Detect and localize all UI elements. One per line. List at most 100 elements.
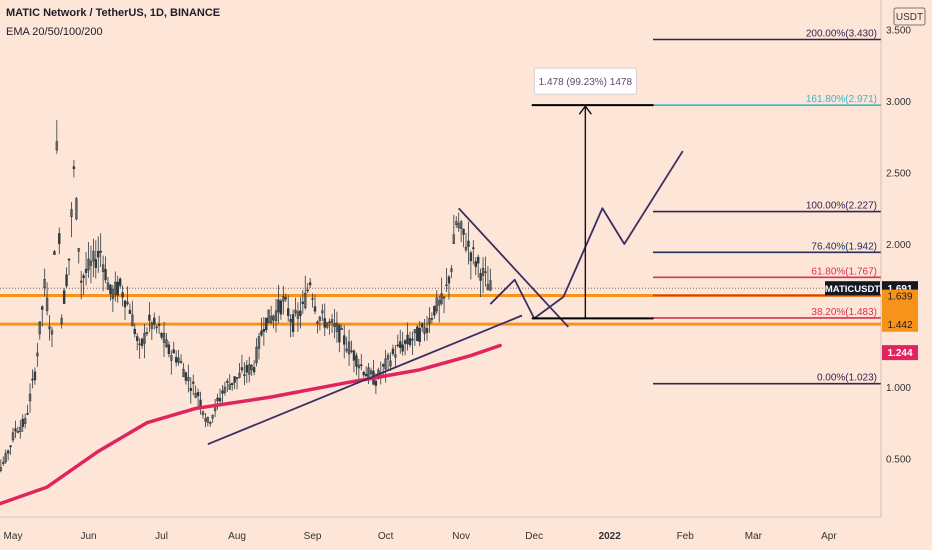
- candle: [433, 305, 436, 319]
- candle-body: [335, 322, 339, 332]
- candle: [0, 459, 3, 473]
- candle-body: [136, 336, 139, 341]
- candle: [138, 338, 141, 359]
- candle: [360, 353, 363, 371]
- candle: [260, 317, 263, 337]
- candle-body: [145, 332, 149, 335]
- candle-body: [243, 374, 246, 377]
- candle: [201, 410, 205, 419]
- candle: [399, 329, 402, 354]
- candle-body: [450, 268, 453, 272]
- candle: [189, 377, 192, 404]
- candle: [148, 302, 151, 333]
- candle: [469, 250, 473, 280]
- candle-body: [82, 275, 85, 279]
- candle-body: [121, 292, 124, 298]
- candle: [462, 228, 465, 248]
- candle-body: [41, 306, 44, 310]
- x-tick-label: Feb: [677, 531, 695, 542]
- candle: [221, 384, 224, 405]
- candle-body: [157, 323, 161, 326]
- candle: [411, 331, 414, 355]
- candle: [165, 333, 168, 349]
- candle-body: [226, 380, 229, 383]
- measure-label-box: [533, 67, 637, 95]
- candle: [418, 320, 421, 347]
- candle: [445, 268, 448, 293]
- candle-body: [269, 315, 273, 323]
- candle-body: [481, 267, 485, 276]
- candle-body: [433, 305, 436, 316]
- candle-body: [182, 369, 185, 378]
- candle: [196, 388, 200, 408]
- candle-body: [255, 346, 258, 364]
- candle-body: [84, 268, 88, 273]
- candle: [199, 391, 202, 415]
- candle-body: [55, 141, 59, 151]
- candle-body: [19, 427, 22, 433]
- candle-body: [428, 317, 431, 325]
- candle: [243, 362, 246, 386]
- candle: [277, 284, 280, 324]
- candle: [160, 331, 163, 340]
- fib-level-label: 61.80%(1.767): [811, 266, 877, 277]
- candle-body: [216, 397, 219, 402]
- candle: [143, 323, 146, 359]
- candle-body: [94, 259, 98, 268]
- candle: [4, 449, 7, 464]
- candle: [235, 377, 239, 390]
- candle: [299, 297, 302, 329]
- candle: [489, 268, 492, 292]
- currency-badge-box: [893, 7, 926, 26]
- candle-body: [313, 306, 317, 312]
- candle-body: [4, 453, 7, 463]
- ema-indicator-legend[interactable]: EMA 20/50/100/200: [6, 26, 103, 38]
- candle: [252, 360, 256, 376]
- candle: [184, 371, 188, 385]
- candle: [116, 275, 119, 303]
- candle-body: [0, 467, 3, 471]
- ema-price-tag-box: [882, 345, 918, 361]
- candle: [238, 362, 241, 379]
- candle: [284, 293, 287, 303]
- candle: [262, 317, 266, 346]
- candle-body: [411, 338, 414, 341]
- candle: [267, 309, 270, 324]
- candle-body: [233, 376, 236, 383]
- candle: [459, 219, 463, 243]
- candle: [408, 331, 412, 348]
- candle: [245, 360, 249, 384]
- candle-body: [58, 233, 61, 245]
- candle-body: [174, 356, 178, 363]
- candle-body: [474, 261, 477, 267]
- chart-symbol-title: MATIC Network / TetherUS, 1D, BINANCE: [6, 7, 221, 19]
- candle-body: [2, 461, 5, 464]
- candle-body: [11, 432, 15, 441]
- candle: [287, 295, 290, 322]
- x-tick-label: Dec: [525, 531, 543, 542]
- candle-body: [106, 282, 110, 290]
- candle-body: [345, 348, 348, 352]
- candle-body: [260, 330, 263, 336]
- candle: [140, 337, 144, 349]
- x-tick-label: Jun: [80, 531, 96, 542]
- candle-body: [469, 252, 473, 262]
- candle-body: [31, 378, 34, 381]
- candle: [479, 268, 482, 298]
- candle: [26, 404, 29, 416]
- candle-body: [36, 352, 39, 357]
- candle-body: [408, 338, 412, 346]
- candle-body: [364, 373, 368, 377]
- candle-body: [459, 221, 463, 229]
- band-upper-price-label: 1.639: [887, 292, 912, 303]
- candle: [333, 308, 336, 339]
- candle-body: [223, 386, 227, 393]
- candle: [70, 202, 73, 238]
- candle-body: [70, 209, 73, 217]
- candle: [396, 334, 400, 348]
- candle-body: [209, 422, 212, 424]
- candle: [131, 300, 134, 327]
- measure-label-text: 1.478 (99.23%) 1478: [539, 77, 633, 88]
- candle-body: [33, 371, 37, 381]
